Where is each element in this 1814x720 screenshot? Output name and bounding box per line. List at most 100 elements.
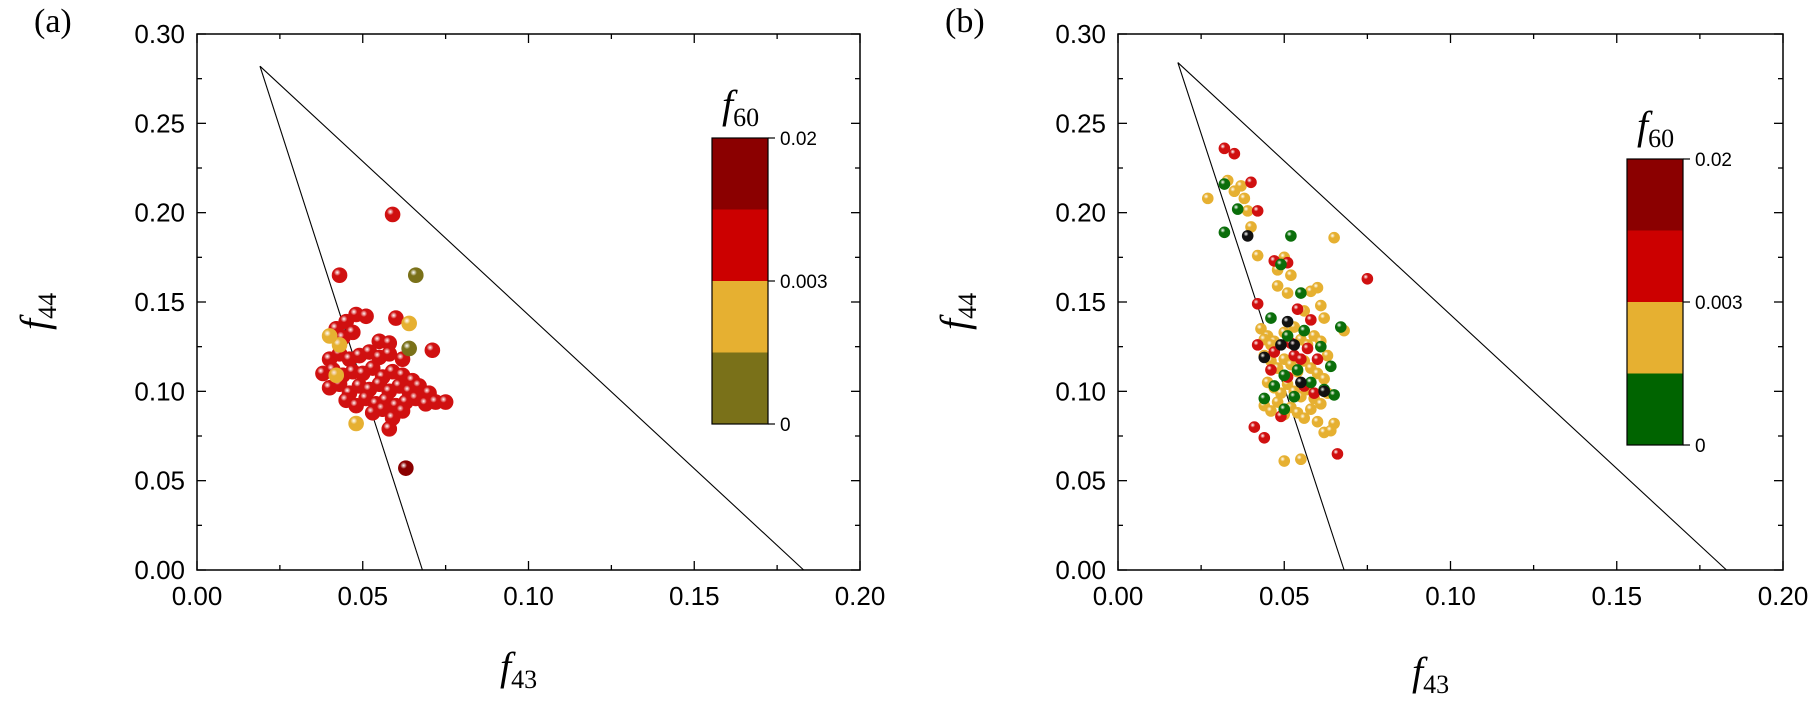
data-point [1255,322,1267,335]
data-point [1235,180,1247,192]
data-point [1241,205,1254,217]
data-point [1301,342,1314,355]
data-point [1291,364,1304,376]
data-point [437,394,454,410]
data-point [1311,281,1324,294]
data-point [1285,269,1297,282]
data-point [1305,376,1317,389]
data-point [398,460,414,476]
colorbar-band [1627,159,1683,231]
y-tick-label: 0.30 [134,19,185,49]
data-point [1318,312,1330,324]
y-tick-label: 0.15 [1055,287,1106,317]
panel-a-y-tick-labels: 0.00 0.05 0.10 0.15 0.20 0.25 0.30 [134,19,185,585]
x-tick-label: 0.20 [1758,581,1809,611]
data-point [1315,398,1327,410]
y-axis-label-sub: 44 [953,293,982,319]
data-point [1285,230,1297,242]
panel-a-label: (a) [34,3,72,40]
data-point [1258,392,1271,405]
data-point [1218,178,1231,190]
colorbar-tick-label: 0.003 [780,272,828,293]
data-point [1201,192,1214,205]
data-point [1328,231,1340,244]
y-tick-label: 0.20 [134,198,185,228]
reference-line [1177,62,1727,571]
data-point [1268,380,1281,392]
panel-b-y-tick-labels: 0.00 0.05 0.10 0.15 0.20 0.25 0.30 [1055,19,1106,585]
data-point [424,342,441,359]
data-point [394,403,411,419]
y-tick-label: 0.25 [1055,108,1106,138]
panel-b-reference-lines [1177,62,1727,571]
data-point [331,337,348,353]
data-point [1321,349,1334,362]
data-point [1265,364,1277,376]
panel-b-colorbar-ticks [1683,158,1690,446]
data-point [1325,360,1337,373]
data-point [1251,249,1264,262]
x-tick-label: 0.15 [1591,581,1642,611]
data-point [1271,280,1284,292]
data-point [1245,176,1257,189]
data-point [1311,415,1324,428]
y-tick-label: 0.10 [1055,376,1106,406]
x-axis-label-sub: 43 [1423,670,1449,699]
y-tick-label: 0.30 [1055,19,1106,49]
colorbar-title: f60 [722,82,759,132]
colorbar-band [712,352,768,425]
colorbar-tick-label: 0 [1695,436,1706,457]
x-tick-label: 0.00 [172,581,223,611]
y-tick-label: 0.15 [134,287,185,317]
data-point [1218,226,1231,239]
y-tick-label: 0.20 [1055,198,1106,228]
data-point [407,267,424,284]
data-point [381,346,398,362]
panel-a-colorbar-ticks [768,137,775,425]
data-point [331,267,348,284]
data-point [1248,421,1261,433]
panel-b-colorbar-bands [1627,159,1683,446]
colorbar-band [1627,230,1683,303]
panel-a-x-axis-label: f43 [500,644,537,694]
y-tick-label: 0.25 [134,108,185,138]
x-tick-label: 0.00 [1093,581,1144,611]
data-point [1288,339,1301,351]
data-point [1271,396,1284,408]
data-point [1305,314,1317,326]
colorbar-title-sub: 60 [1648,124,1674,153]
data-point [1278,455,1291,467]
panel-b-x-axis-label: f43 [1412,649,1449,699]
data-point [384,206,401,223]
x-axis-label-sub: 43 [511,665,537,694]
data-point [1251,339,1264,351]
data-point [1258,431,1271,444]
data-point [1275,339,1287,351]
data-point [1328,389,1340,401]
data-point [348,415,364,432]
panel-b: (b) 0.00 0.05 0.10 0.15 0.20 0.00 0.05 0… [932,3,1808,699]
data-point [321,328,338,344]
colorbar-band [712,138,768,210]
panel-a-colorbar: 0.02 0.003 0 f60 [711,82,828,436]
data-point [1268,346,1281,358]
data-point [345,324,361,341]
data-point [1295,353,1307,365]
data-point [1275,258,1287,271]
x-tick-label: 0.05 [337,581,388,611]
x-tick-label: 0.10 [503,581,554,611]
panel-b-label: (b) [945,3,985,40]
panel-b-y-axis-label: f44 [932,293,982,330]
y-tick-label: 0.05 [134,466,185,496]
data-point [1334,321,1347,333]
colorbar-tick-label: 0.02 [780,129,817,150]
panel-b-ticks [1117,33,1784,571]
x-tick-label: 0.10 [1425,581,1476,611]
data-point [1278,403,1291,416]
data-point [1251,297,1264,310]
data-point [1295,376,1307,389]
data-point [364,360,381,376]
data-point [1331,448,1344,460]
data-point [1318,373,1330,385]
